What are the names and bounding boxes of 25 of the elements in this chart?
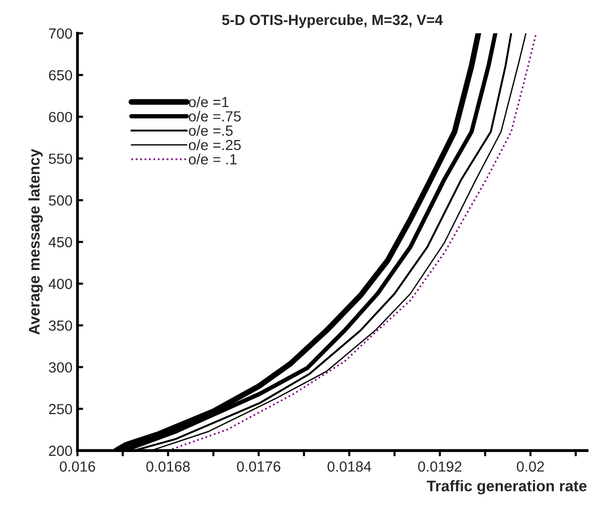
legend-label: o/e =.25 xyxy=(188,139,241,150)
y-tick-label: 550 xyxy=(48,154,72,164)
y-tick-label: 400 xyxy=(48,278,72,290)
x-tick-label: 0.016 xyxy=(60,461,96,472)
legend-label: o/e =.5 xyxy=(188,125,233,136)
x-tick-label: 0.0176 xyxy=(236,461,280,472)
y-axis-title: Average message latency xyxy=(28,148,43,335)
y-tick-label: 700 xyxy=(49,28,72,39)
legend-label: o/e = .1 xyxy=(188,154,237,164)
y-tick-label: 300 xyxy=(48,362,72,373)
y-tick-label: 500 xyxy=(48,195,72,206)
y-tick-label: 250 xyxy=(49,404,72,414)
x-tick-label: 0.0184 xyxy=(328,461,372,472)
legend-label: o/e =1 xyxy=(188,96,228,108)
y-tick-label: 450 xyxy=(48,237,72,248)
x-axis-title: Traffic generation rate xyxy=(426,480,587,494)
legend-label: o/e =.75 xyxy=(188,110,241,122)
chart-title: 5-D OTIS-Hypercube, M=32, V=4 xyxy=(222,14,443,28)
x-tick-label: 0.0168 xyxy=(146,461,190,472)
y-tick-label: 200 xyxy=(49,446,72,456)
y-tick-label: 350 xyxy=(48,320,72,331)
x-tick-label: 0.02 xyxy=(516,461,544,472)
x-tick-label: 0.0192 xyxy=(418,461,462,472)
y-tick-label: 650 xyxy=(49,70,72,80)
y-tick-label: 600 xyxy=(49,112,72,122)
